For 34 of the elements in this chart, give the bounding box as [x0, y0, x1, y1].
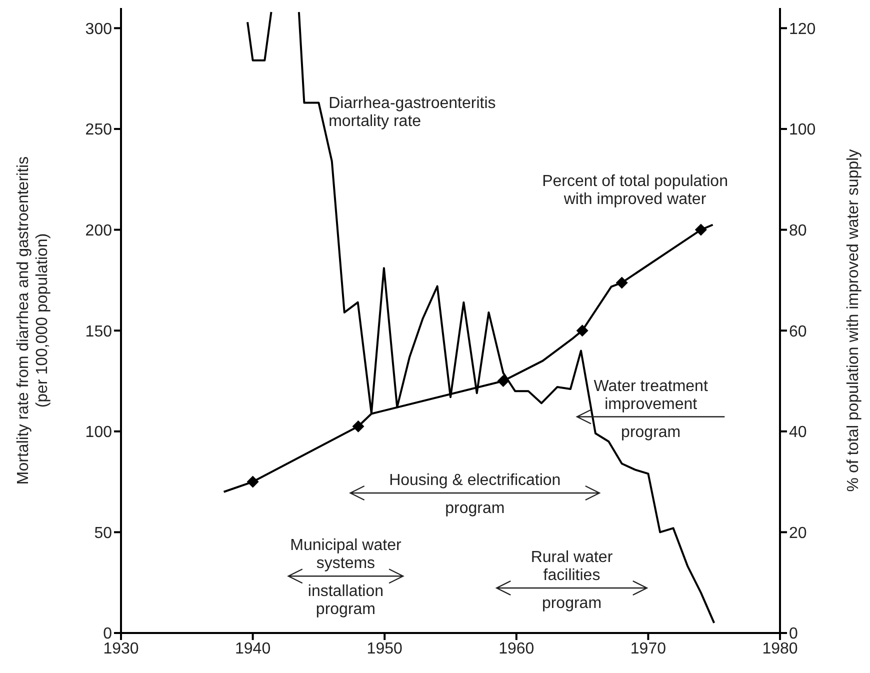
y2-tick-label: 80	[789, 222, 807, 240]
x-tick-label: 1960	[498, 640, 534, 658]
annotation: Water treatment improvement program	[594, 378, 708, 441]
x-tick-label: 1940	[235, 640, 271, 658]
point	[694, 224, 707, 236]
y2-tick-label: 40	[789, 424, 807, 442]
point	[352, 420, 364, 432]
annotation: Housing & electrification program	[389, 472, 561, 517]
point	[497, 374, 510, 387]
y-tick-label: 150	[85, 323, 112, 340]
x-tick-label: 1930	[103, 640, 139, 658]
y-tick-label: 100	[85, 424, 112, 442]
y2-tick-label: 120	[789, 20, 816, 38]
y-tick-label: 300	[85, 20, 112, 38]
y2-tick-label: 100	[789, 122, 816, 139]
y2-tick-label: 0	[789, 626, 798, 643]
y2-axis-title: % of total population with improved water supply	[845, 149, 862, 492]
point	[246, 476, 259, 488]
y-tick-label: 200	[85, 222, 112, 240]
point	[576, 324, 588, 337]
x-tick-label: 1980	[762, 640, 798, 658]
annotation: Municipal water systems installation program	[290, 537, 402, 618]
series-label: Percent of total population with improved water	[542, 173, 728, 208]
y-tick-label: 50	[94, 524, 112, 542]
y2-tick-label: 20	[789, 524, 807, 542]
point	[616, 276, 628, 289]
annotation: Rural water facilities program	[530, 549, 614, 612]
y-tick-label: 250	[85, 122, 112, 139]
x-tick-label: 1950	[366, 640, 402, 658]
y2-tick-label: 60	[789, 323, 807, 340]
series-label: Diarrhea-gastroenteritis mortality rate	[328, 95, 496, 130]
y-tick-label: 0	[103, 626, 112, 643]
x-tick-label: 1970	[630, 640, 666, 658]
y-axis-title: Mortality rate from diarrhea and gastroenteritis (per 100,000 population)	[15, 156, 51, 485]
